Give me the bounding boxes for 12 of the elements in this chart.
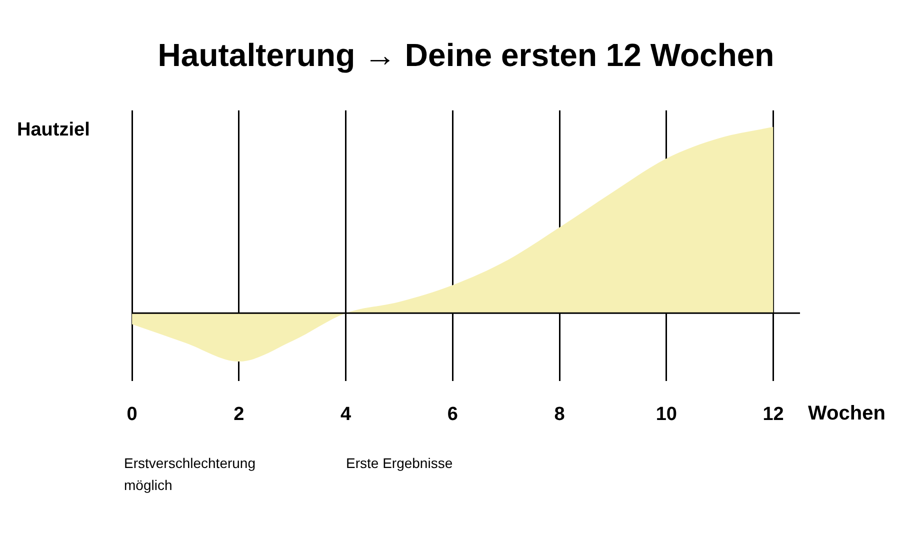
x-tick-label: 8 xyxy=(554,404,565,425)
y-axis-title: Hautziel xyxy=(17,120,90,141)
x-tick-label: 4 xyxy=(340,404,352,425)
x-tick-label: 10 xyxy=(656,404,677,425)
x-tick-label: 6 xyxy=(447,404,458,425)
text: Erstverschlechterung möglich xyxy=(124,455,256,494)
text: Erste Ergebnisse xyxy=(346,455,453,472)
x-tick-label: 12 xyxy=(762,404,784,425)
x-axis-title: Wochen xyxy=(808,402,886,425)
x-tick-label: 2 xyxy=(234,404,244,425)
x-tick-label: 0 xyxy=(126,404,138,425)
chart-title: Hautalterung → Deine ersten 12 Wochen xyxy=(158,37,774,74)
